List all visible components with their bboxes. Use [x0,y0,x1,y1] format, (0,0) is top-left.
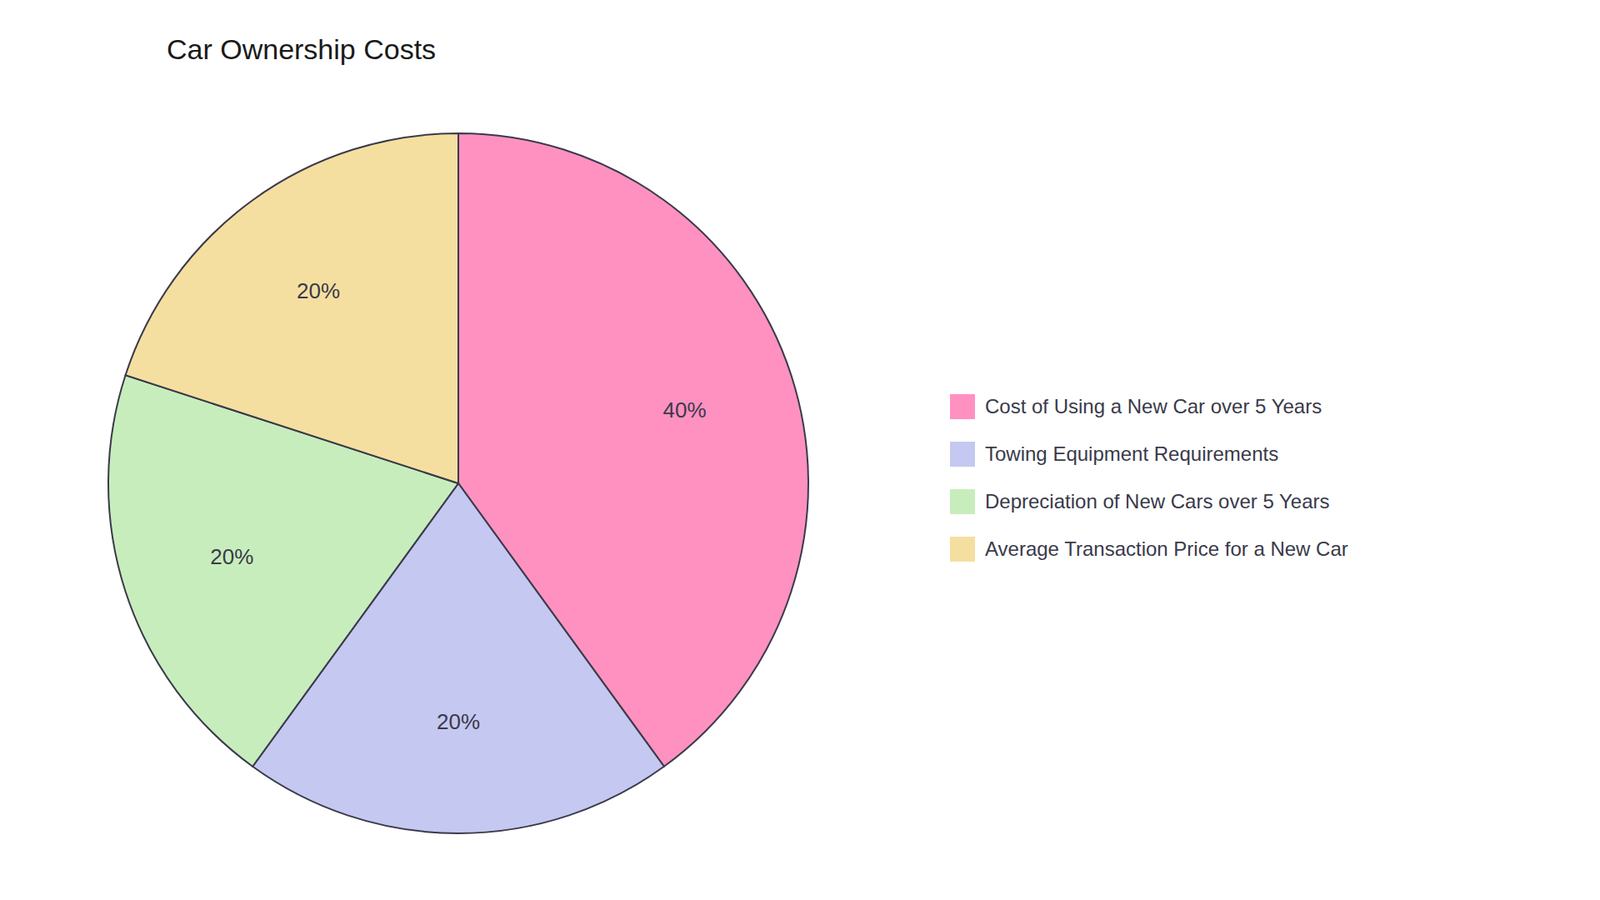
html-text:Towing Equipment Requirements: Towing Equipment Requirements [985,442,1279,465]
html-text:Depreciation of New Cars over: Depreciation of New Cars over 5 Years [985,490,1330,513]
html-text:Cost of Using a New Car over 5: Cost of Using a New Car over 5 Years [985,395,1322,418]
svg-text:20%: 20% [436,709,480,735]
svg-text:40%: 40% [663,397,707,423]
svg-text:20%: 20% [210,544,254,570]
svg-text:20%: 20% [296,278,340,304]
html-text:Average Transaction Price for: Average Transaction Price for a New Car [985,537,1349,560]
html-text:Car Ownership Costs: Car Ownership Costs [166,33,436,65]
